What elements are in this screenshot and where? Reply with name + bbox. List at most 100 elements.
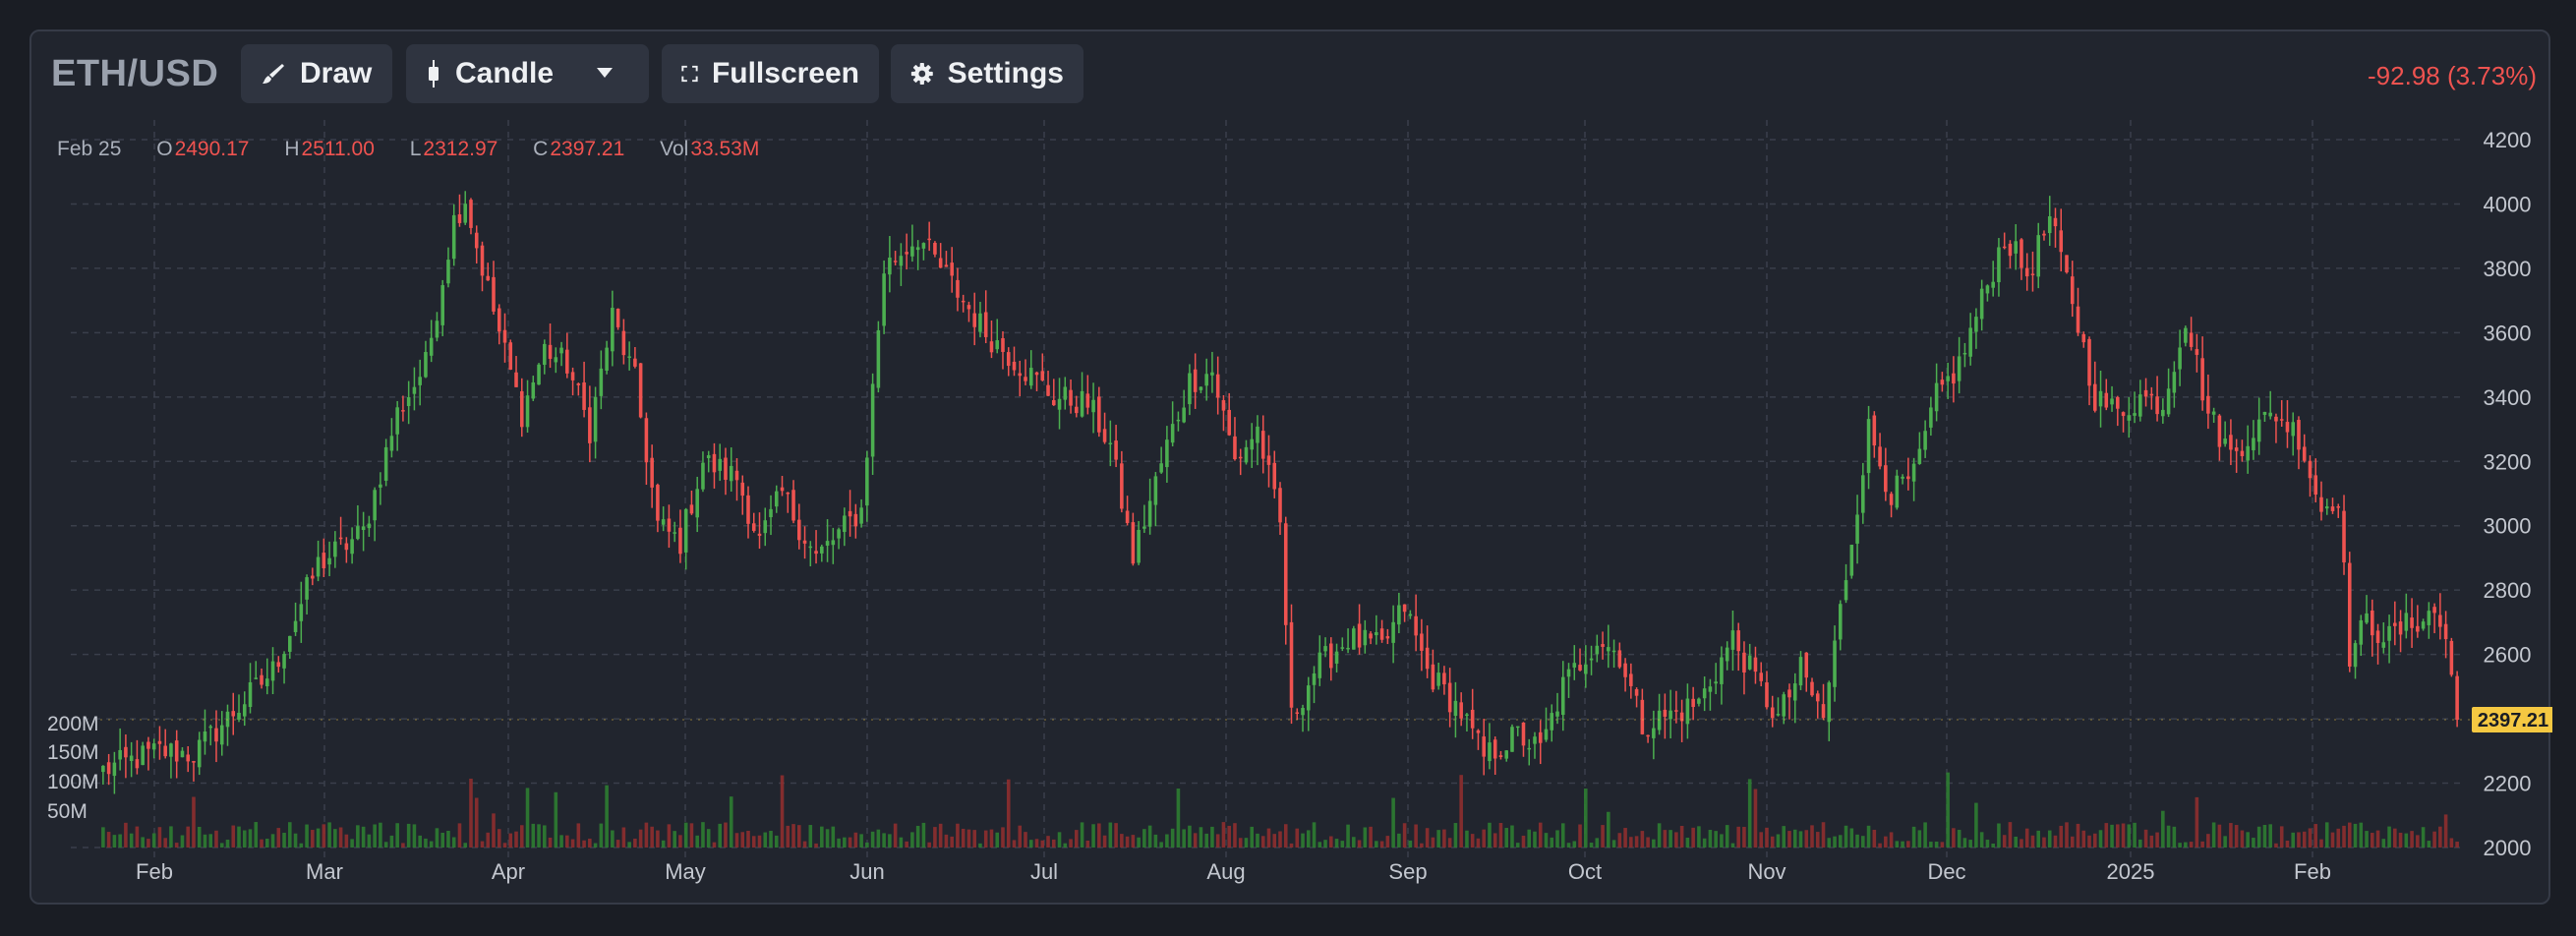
volume-bar bbox=[2313, 824, 2318, 848]
volume-bar bbox=[2443, 814, 2448, 848]
volume-bar bbox=[933, 827, 937, 848]
volume-bar bbox=[972, 830, 976, 848]
candle-body bbox=[2359, 619, 2364, 645]
volume-bar bbox=[463, 843, 468, 848]
candle-body bbox=[1889, 494, 1894, 505]
candle-body bbox=[1776, 714, 1781, 716]
candle-body bbox=[2319, 497, 2323, 512]
chart-type-dropdown[interactable]: Candle bbox=[406, 44, 649, 103]
volume-bar bbox=[802, 841, 807, 848]
candle-body bbox=[1962, 352, 1967, 355]
volume-bar bbox=[2240, 830, 2245, 848]
volume-bar bbox=[1917, 830, 1922, 848]
candle-body bbox=[1063, 386, 1068, 400]
candle-body bbox=[1408, 614, 1413, 616]
candle-body bbox=[1663, 709, 1668, 717]
volume-bar bbox=[621, 827, 626, 848]
volume-tick-label: 150M bbox=[47, 741, 99, 764]
volume-bar bbox=[966, 829, 971, 848]
candle-body bbox=[2047, 215, 2052, 234]
candle-body bbox=[870, 383, 875, 457]
volume-bar bbox=[1742, 827, 1746, 848]
volume-bar bbox=[1685, 837, 1690, 848]
candle-body bbox=[837, 529, 841, 539]
volume-bar bbox=[288, 822, 292, 848]
volume-bar bbox=[486, 832, 491, 848]
candle-body bbox=[2371, 610, 2374, 636]
volume-bar bbox=[1589, 843, 1594, 848]
volume-bar bbox=[2200, 841, 2204, 848]
volume-bar bbox=[1080, 822, 1084, 848]
volume-bar bbox=[2449, 838, 2454, 848]
volume-bar bbox=[1352, 837, 1356, 848]
volume-bar bbox=[2149, 835, 2154, 848]
volume-bar bbox=[2274, 843, 2278, 848]
volume-bar bbox=[1669, 830, 1672, 848]
fullscreen-button[interactable]: Fullscreen bbox=[662, 44, 879, 103]
candle-body bbox=[2065, 255, 2069, 273]
volume-bar bbox=[1397, 833, 1401, 848]
volume-bar bbox=[2455, 842, 2459, 848]
candle-body bbox=[1895, 475, 1900, 508]
volume-bar bbox=[791, 824, 795, 848]
volume-bar bbox=[593, 843, 598, 848]
candle-body bbox=[1108, 442, 1113, 444]
candle-body bbox=[1295, 712, 1300, 714]
candle-body bbox=[1787, 689, 1791, 698]
volume-bar bbox=[2110, 824, 2114, 848]
volume-bar bbox=[2279, 826, 2284, 848]
legend-high-value: 2511.00 bbox=[301, 138, 375, 160]
volume-bar bbox=[882, 833, 886, 848]
volume-bar bbox=[440, 832, 444, 848]
volume-bar bbox=[2184, 842, 2188, 848]
volume-bar bbox=[469, 778, 473, 848]
volume-bar bbox=[1024, 832, 1027, 848]
price-chart[interactable]: 4200400038003600340032003000280026002400… bbox=[31, 31, 2552, 907]
candle-body bbox=[831, 540, 836, 546]
candle-body bbox=[1233, 436, 1237, 460]
volume-bar bbox=[208, 834, 213, 848]
volume-bar bbox=[2229, 823, 2233, 848]
candle-body bbox=[1940, 380, 1945, 385]
volume-bar bbox=[1521, 835, 1526, 848]
volume-bar bbox=[260, 839, 263, 848]
candle-body bbox=[2024, 267, 2029, 277]
volume-bar bbox=[435, 828, 439, 848]
volume-bar bbox=[1266, 828, 1271, 848]
candle-body bbox=[1640, 699, 1645, 734]
volume-bar bbox=[180, 835, 185, 848]
volume-bar bbox=[1069, 839, 1073, 848]
volume-bar bbox=[1640, 831, 1645, 848]
volume-bar bbox=[1295, 828, 1300, 848]
candle-body bbox=[1488, 742, 1492, 762]
volume-bar bbox=[2155, 832, 2159, 848]
candle-body bbox=[1340, 647, 1345, 649]
candle-body bbox=[1708, 686, 1713, 692]
candle-body bbox=[746, 495, 750, 524]
volume-bar bbox=[724, 822, 728, 848]
volume-bar bbox=[689, 823, 694, 848]
volume-bar bbox=[2285, 840, 2290, 848]
candle-body bbox=[791, 490, 795, 521]
brush-icon bbox=[263, 64, 284, 84]
candle-body bbox=[2274, 416, 2278, 422]
candle-body bbox=[1527, 747, 1532, 750]
volume-bar bbox=[1159, 842, 1163, 848]
candle-body bbox=[1674, 710, 1678, 712]
volume-bar bbox=[1391, 797, 1395, 848]
chart-panel: 4200400038003600340032003000280026002400… bbox=[29, 29, 2552, 907]
volume-bar bbox=[112, 835, 117, 848]
volume-bar bbox=[2211, 822, 2216, 848]
draw-button[interactable]: Draw bbox=[241, 44, 392, 103]
candle-body bbox=[865, 457, 869, 506]
volume-bar bbox=[1889, 832, 1894, 848]
volume-bar bbox=[1238, 838, 1243, 848]
volume-bar bbox=[2330, 832, 2335, 848]
candle-body bbox=[1283, 523, 1288, 625]
volume-bar bbox=[921, 822, 926, 848]
volume-bar bbox=[1679, 826, 1684, 848]
settings-button[interactable]: Settings bbox=[891, 44, 1083, 103]
candle-body bbox=[254, 677, 259, 679]
candle-body bbox=[2200, 358, 2204, 401]
candle-body bbox=[638, 363, 643, 418]
